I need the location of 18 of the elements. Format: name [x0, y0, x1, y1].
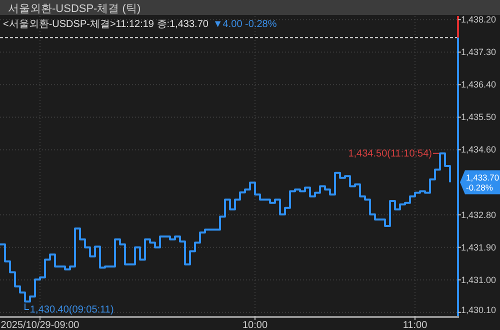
- y-tick-label: 1,434.60: [461, 144, 496, 155]
- annotation: 1,430.40(09:05:11): [30, 304, 114, 316]
- text: 1,433.70 -0.28%: [466, 172, 500, 192]
- y-tick-label: 1,432.80: [461, 210, 496, 220]
- y-tick-label: 1,430.10: [461, 305, 496, 315]
- annotation: 1,434.50(11:10:54): [348, 148, 432, 160]
- y-tick-label: 1,436.40: [461, 80, 496, 90]
- x-tick-label: 10:00: [242, 320, 268, 330]
- y-tick-label: 1,431.90: [461, 242, 496, 252]
- chart-subtitle: <서울외환-USDSP-체결>11:12:19 종:1,433.70: [3, 19, 209, 30]
- y-tick-label: 1,437.30: [461, 47, 496, 58]
- annotation: ▼4.00 -0.28%: [212, 19, 277, 30]
- y-tick-label: 1,438.20: [461, 14, 496, 25]
- y-tick-label: 1,435.50: [461, 112, 496, 122]
- x-tick-label: 11:00: [402, 320, 428, 330]
- chart-title: 서울외환-USDSP-체결 (틱): [8, 3, 141, 15]
- y-tick-label: 1,431.00: [461, 274, 496, 285]
- x-tick-label: 2025/10/29-09:00: [0, 320, 80, 330]
